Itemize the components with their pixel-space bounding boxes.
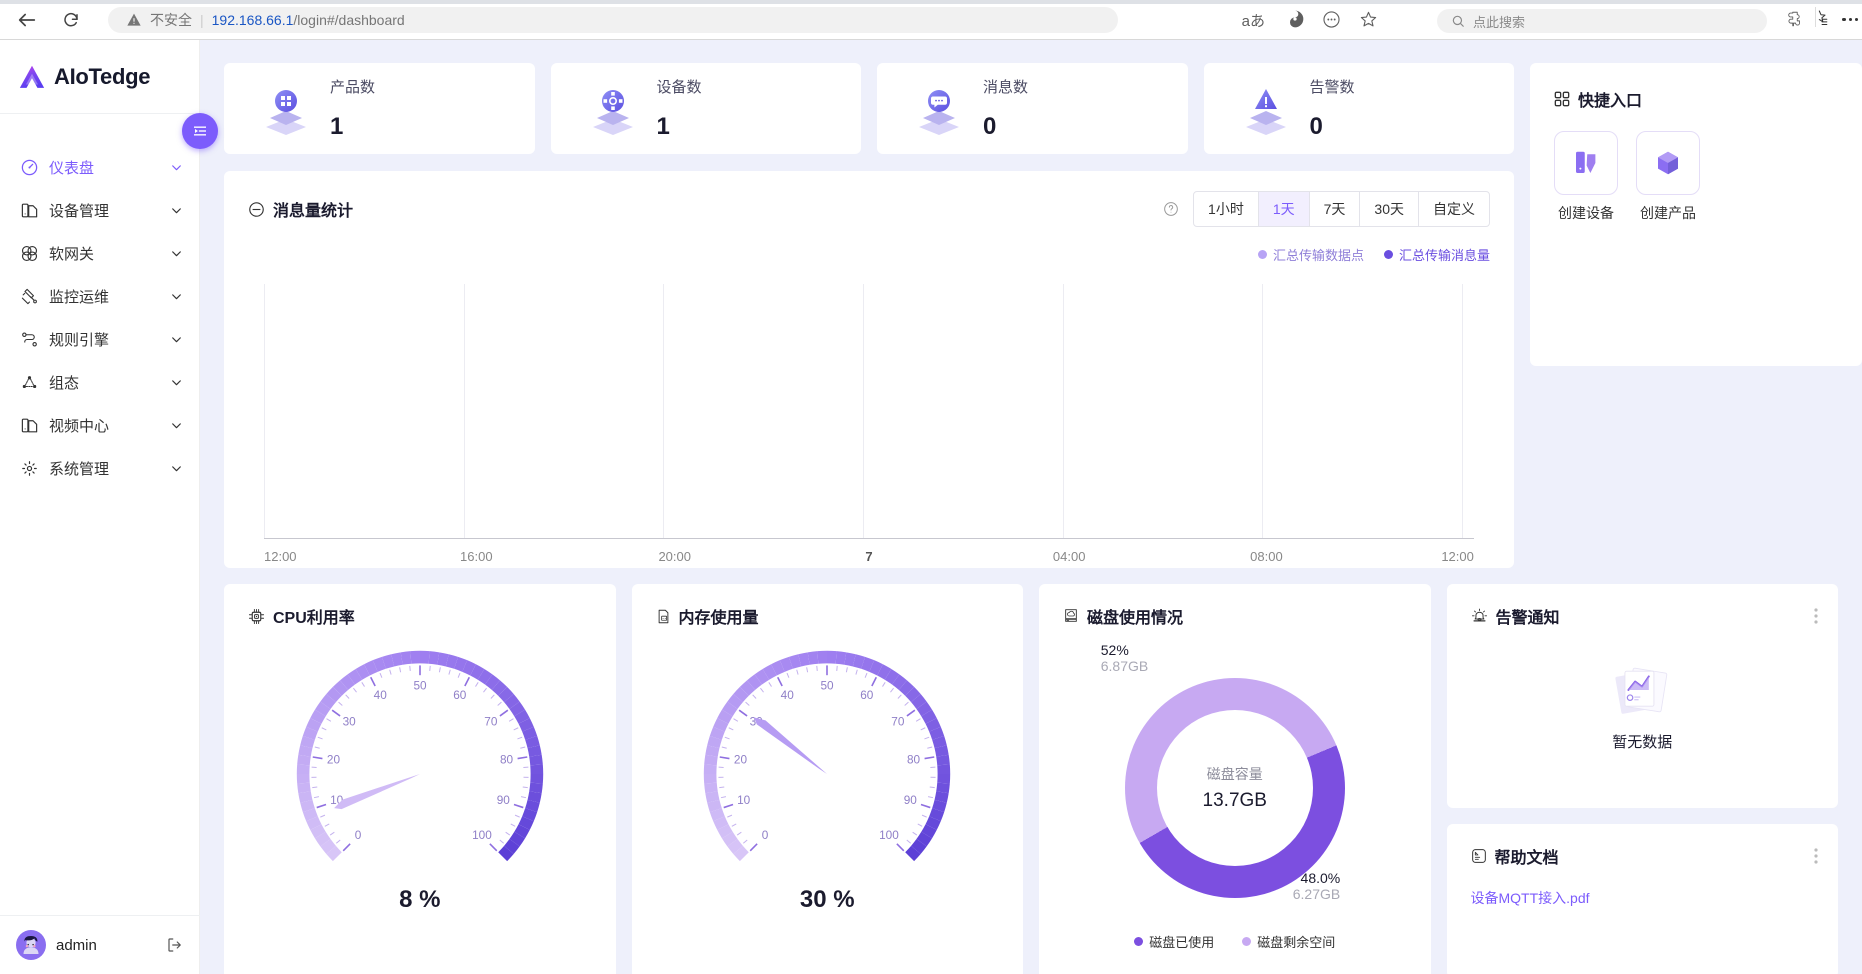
svg-text:10: 10 xyxy=(737,793,751,807)
svg-text:0: 0 xyxy=(355,828,362,842)
svg-text:100: 100 xyxy=(879,828,899,842)
svg-text:20: 20 xyxy=(734,752,748,766)
svg-text:80: 80 xyxy=(500,752,514,766)
svg-text:30: 30 xyxy=(342,715,356,729)
svg-text:20: 20 xyxy=(327,752,341,766)
svg-text:70: 70 xyxy=(484,715,498,729)
svg-text:70: 70 xyxy=(892,715,906,729)
svg-text:40: 40 xyxy=(781,688,795,702)
svg-text:0: 0 xyxy=(762,828,769,842)
svg-text:90: 90 xyxy=(496,793,510,807)
svg-text:50: 50 xyxy=(821,679,835,693)
svg-text:80: 80 xyxy=(907,752,921,766)
svg-text:40: 40 xyxy=(373,688,387,702)
svg-text:60: 60 xyxy=(860,688,874,702)
svg-text:50: 50 xyxy=(413,679,427,693)
svg-text:90: 90 xyxy=(904,793,918,807)
svg-text:100: 100 xyxy=(472,828,492,842)
svg-text:60: 60 xyxy=(453,688,467,702)
